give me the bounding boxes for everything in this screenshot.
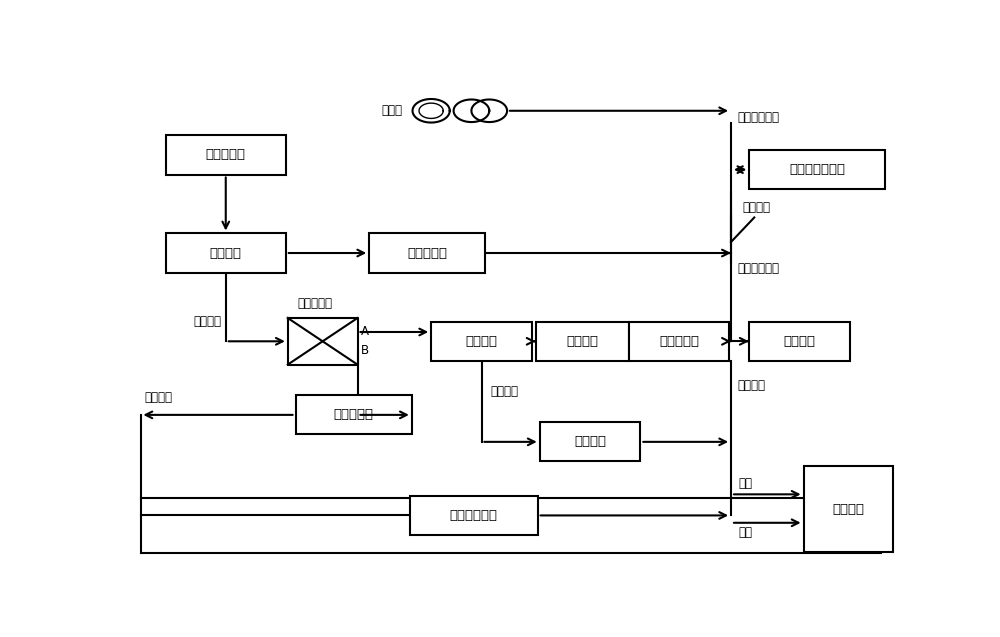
Text: 第一发电机: 第一发电机 — [407, 247, 447, 259]
FancyBboxPatch shape — [431, 322, 532, 361]
Text: 冷能母线: 冷能母线 — [737, 379, 765, 392]
Text: 蒸汽轮机: 蒸汽轮机 — [566, 335, 598, 348]
Text: 附属建筑: 附属建筑 — [832, 503, 864, 515]
Text: A: A — [361, 326, 369, 338]
Text: 烟气分流器: 烟气分流器 — [297, 297, 332, 310]
FancyBboxPatch shape — [749, 322, 850, 361]
Text: 余热锅炉: 余热锅炉 — [466, 335, 498, 348]
Text: 供热: 供热 — [739, 526, 753, 539]
Text: 燃气轮机: 燃气轮机 — [210, 247, 242, 259]
FancyBboxPatch shape — [410, 496, 538, 535]
FancyBboxPatch shape — [629, 322, 729, 361]
Text: 电制冷机: 电制冷机 — [574, 435, 606, 448]
Text: 天然气管道: 天然气管道 — [206, 148, 246, 161]
Text: 高温烟气: 高温烟气 — [194, 315, 222, 328]
FancyBboxPatch shape — [296, 395, 412, 434]
FancyBboxPatch shape — [166, 233, 286, 273]
Text: 溴化锂制冷机: 溴化锂制冷机 — [450, 509, 498, 522]
Text: 第二发电机: 第二发电机 — [659, 335, 699, 348]
FancyBboxPatch shape — [369, 233, 485, 273]
FancyBboxPatch shape — [536, 322, 629, 361]
Text: 供冷: 供冷 — [739, 477, 753, 490]
Text: 低温烟气: 低温烟气 — [491, 385, 519, 398]
FancyBboxPatch shape — [749, 150, 885, 189]
Text: 热能母线: 热能母线 — [144, 391, 172, 404]
Text: 第一交流母线: 第一交流母线 — [737, 111, 779, 124]
Text: 并网开关: 并网开关 — [743, 201, 771, 214]
FancyBboxPatch shape — [166, 135, 286, 175]
Text: 数据中心: 数据中心 — [783, 335, 815, 348]
Text: 第二交流母线: 第二交流母线 — [737, 262, 779, 275]
Text: B: B — [361, 344, 370, 357]
Text: 汽水换热器: 汽水换热器 — [334, 408, 374, 422]
FancyBboxPatch shape — [540, 422, 640, 461]
Text: 电动汽车换电站: 电动汽车换电站 — [789, 163, 845, 176]
FancyBboxPatch shape — [804, 466, 893, 552]
Text: 市电网: 市电网 — [382, 104, 403, 117]
